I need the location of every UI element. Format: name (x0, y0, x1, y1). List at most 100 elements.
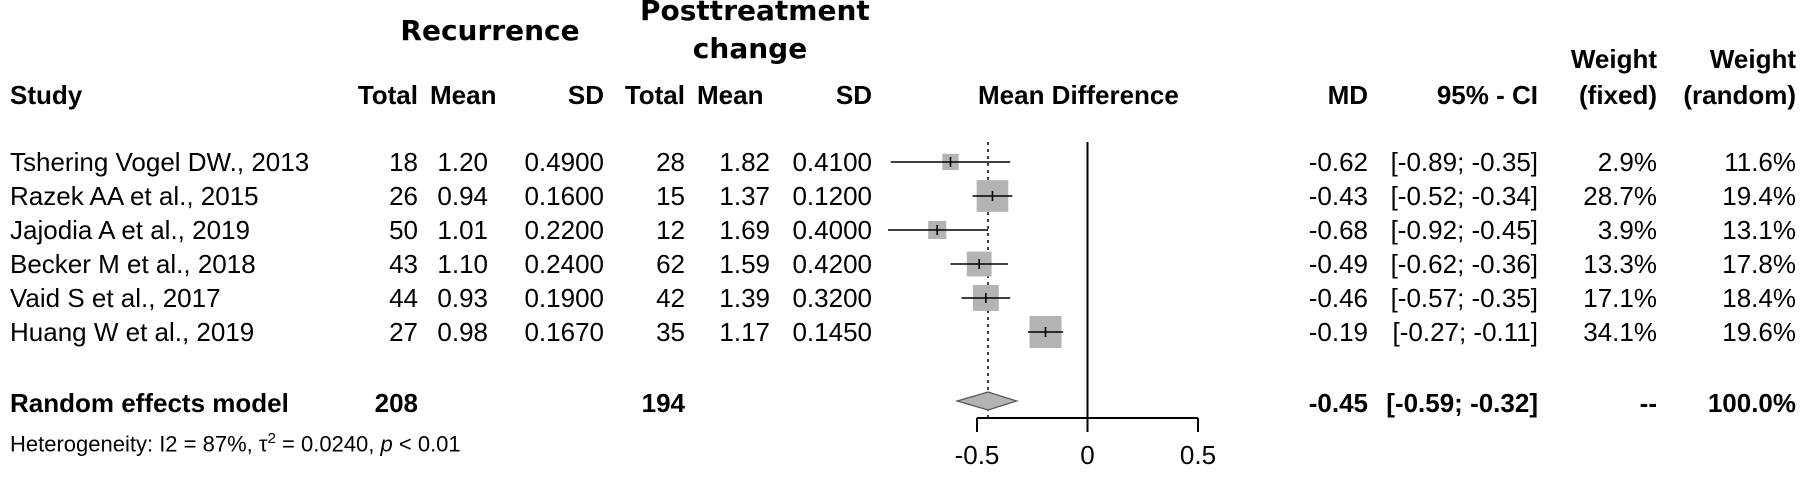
rec-mean: 1.01 (437, 215, 488, 245)
md-value: -0.19 (1308, 317, 1368, 347)
summary-post-total: 194 (641, 388, 685, 418)
ci-value: [-0.57; -0.35] (1390, 283, 1538, 313)
rec-mean: 1.10 (437, 249, 488, 279)
post-sd: 0.1200 (792, 181, 872, 211)
heterogeneity-p: p (380, 431, 393, 457)
study-name: Razek AA et al., 2015 (10, 181, 259, 211)
x-tick-label-0: -0.5 (955, 440, 1000, 470)
rec-sd: 0.1900 (524, 283, 604, 313)
post-total: 15 (656, 181, 685, 211)
md-value: -0.62 (1308, 147, 1368, 177)
weight-fixed: 3.9% (1597, 215, 1657, 245)
rec-sd: 0.1670 (524, 317, 604, 347)
summary-label: Random effects model (10, 388, 289, 418)
post-sd: 0.1450 (792, 317, 872, 347)
study-name: Becker M et al., 2018 (10, 249, 256, 279)
col-header-weight-fixed-2: (fixed) (1579, 80, 1657, 110)
weight-random: 11.6% (1724, 147, 1796, 177)
ci-value: [-0.62; -0.36] (1390, 249, 1538, 279)
post-mean: 1.37 (719, 181, 770, 211)
col-header-post-sd: SD (835, 80, 872, 110)
rec-sd: 0.2200 (524, 215, 604, 245)
weight-random: 18.4% (1722, 283, 1796, 313)
study-name: Jajodia A et al., 2019 (10, 215, 250, 245)
heterogeneity-tau: τ (258, 431, 268, 457)
post-total: 42 (656, 283, 685, 313)
group-title-change: change (692, 32, 808, 65)
col-header-post-total: Total (624, 80, 685, 110)
col-header-rec-total: Total (357, 80, 418, 110)
col-header-study: Study (10, 80, 83, 110)
col-header-weight-random-1: Weight (1709, 44, 1796, 74)
x-tick-label-1: 0 (1080, 440, 1094, 470)
summary-diamond (954, 391, 1019, 411)
rec-mean: 1.20 (437, 147, 488, 177)
rec-mean: 0.93 (437, 283, 488, 313)
col-header-rec-mean: Mean (430, 80, 497, 110)
heterogeneity-tau-sup: 2 (267, 430, 276, 447)
col-header-weight-fixed-1: Weight (1570, 44, 1657, 74)
col-header-mean-difference: Mean Difference (978, 80, 1179, 110)
weight-fixed: 17.1% (1583, 283, 1657, 313)
study-name: Huang W et al., 2019 (10, 317, 255, 347)
rec-total: 26 (389, 181, 418, 211)
rec-sd: 0.4900 (524, 147, 604, 177)
x-tick-label-2: 0.5 (1180, 440, 1216, 470)
rec-total: 18 (389, 147, 418, 177)
ci-value: [-0.89; -0.35] (1390, 147, 1538, 177)
post-total: 12 (656, 215, 685, 245)
col-header-ci: 95% - CI (1436, 80, 1538, 110)
rec-total: 27 (389, 317, 418, 347)
heterogeneity-text: Heterogeneity: I2 = 87%, τ2 = 0.0240, p … (10, 424, 461, 459)
weight-fixed: 2.9% (1597, 147, 1657, 177)
summary-ci: [-0.59; -0.32] (1386, 388, 1538, 418)
summary-weight-random: 100.0% (1707, 388, 1796, 418)
ci-value: [-0.52; -0.34] (1390, 181, 1538, 211)
rec-sd: 0.2400 (524, 249, 604, 279)
post-total: 28 (656, 147, 685, 177)
post-sd: 0.3200 (792, 283, 872, 313)
col-header-md: MD (1327, 80, 1368, 110)
group-title-posttreatment: Posttreatment (640, 0, 870, 27)
post-sd: 0.4000 (792, 215, 872, 245)
weight-fixed: 13.3% (1583, 249, 1657, 279)
heterogeneity-tau-value: = 0.0240, (275, 431, 381, 457)
heterogeneity-prefix: Heterogeneity: I2 = 87%, (10, 431, 259, 457)
rec-sd: 0.1600 (524, 181, 604, 211)
col-header-post-mean: Mean (697, 80, 764, 110)
study-name: Tshering Vogel DW., 2013 (10, 147, 310, 177)
md-value: -0.46 (1308, 283, 1368, 313)
weight-random: 13.1% (1722, 215, 1796, 245)
weight-fixed: 34.1% (1583, 317, 1657, 347)
post-mean: 1.82 (719, 147, 770, 177)
post-mean: 1.69 (719, 215, 770, 245)
rec-mean: 0.98 (437, 317, 488, 347)
md-value: -0.49 (1308, 249, 1368, 279)
post-mean: 1.17 (719, 317, 770, 347)
summary-weight-fixed: -- (1639, 388, 1657, 418)
post-sd: 0.4100 (792, 147, 872, 177)
post-total: 35 (656, 317, 685, 347)
group-title-recurrence: Recurrence (400, 14, 580, 47)
ci-value: [-0.27; -0.11] (1392, 317, 1539, 347)
post-mean: 1.39 (719, 283, 770, 313)
col-header-rec-sd: SD (567, 80, 604, 110)
rec-total: 43 (389, 249, 418, 279)
rec-total: 44 (389, 283, 418, 313)
md-value: -0.43 (1308, 181, 1368, 211)
post-mean: 1.59 (719, 249, 770, 279)
weight-random: 17.8% (1722, 249, 1796, 279)
md-value: -0.68 (1308, 215, 1368, 245)
post-sd: 0.4200 (792, 249, 872, 279)
summary-md: -0.45 (1308, 388, 1368, 418)
col-header-weight-random-2: (random) (1683, 80, 1796, 110)
rec-total: 50 (389, 215, 418, 245)
summary-rec-total: 208 (374, 388, 418, 418)
weight-random: 19.6% (1722, 317, 1796, 347)
ci-value: [-0.92; -0.45] (1390, 215, 1538, 245)
post-total: 62 (656, 249, 685, 279)
heterogeneity-p-value: < 0.01 (392, 431, 461, 457)
weight-fixed: 28.7% (1583, 181, 1657, 211)
weight-random: 19.4% (1722, 181, 1796, 211)
